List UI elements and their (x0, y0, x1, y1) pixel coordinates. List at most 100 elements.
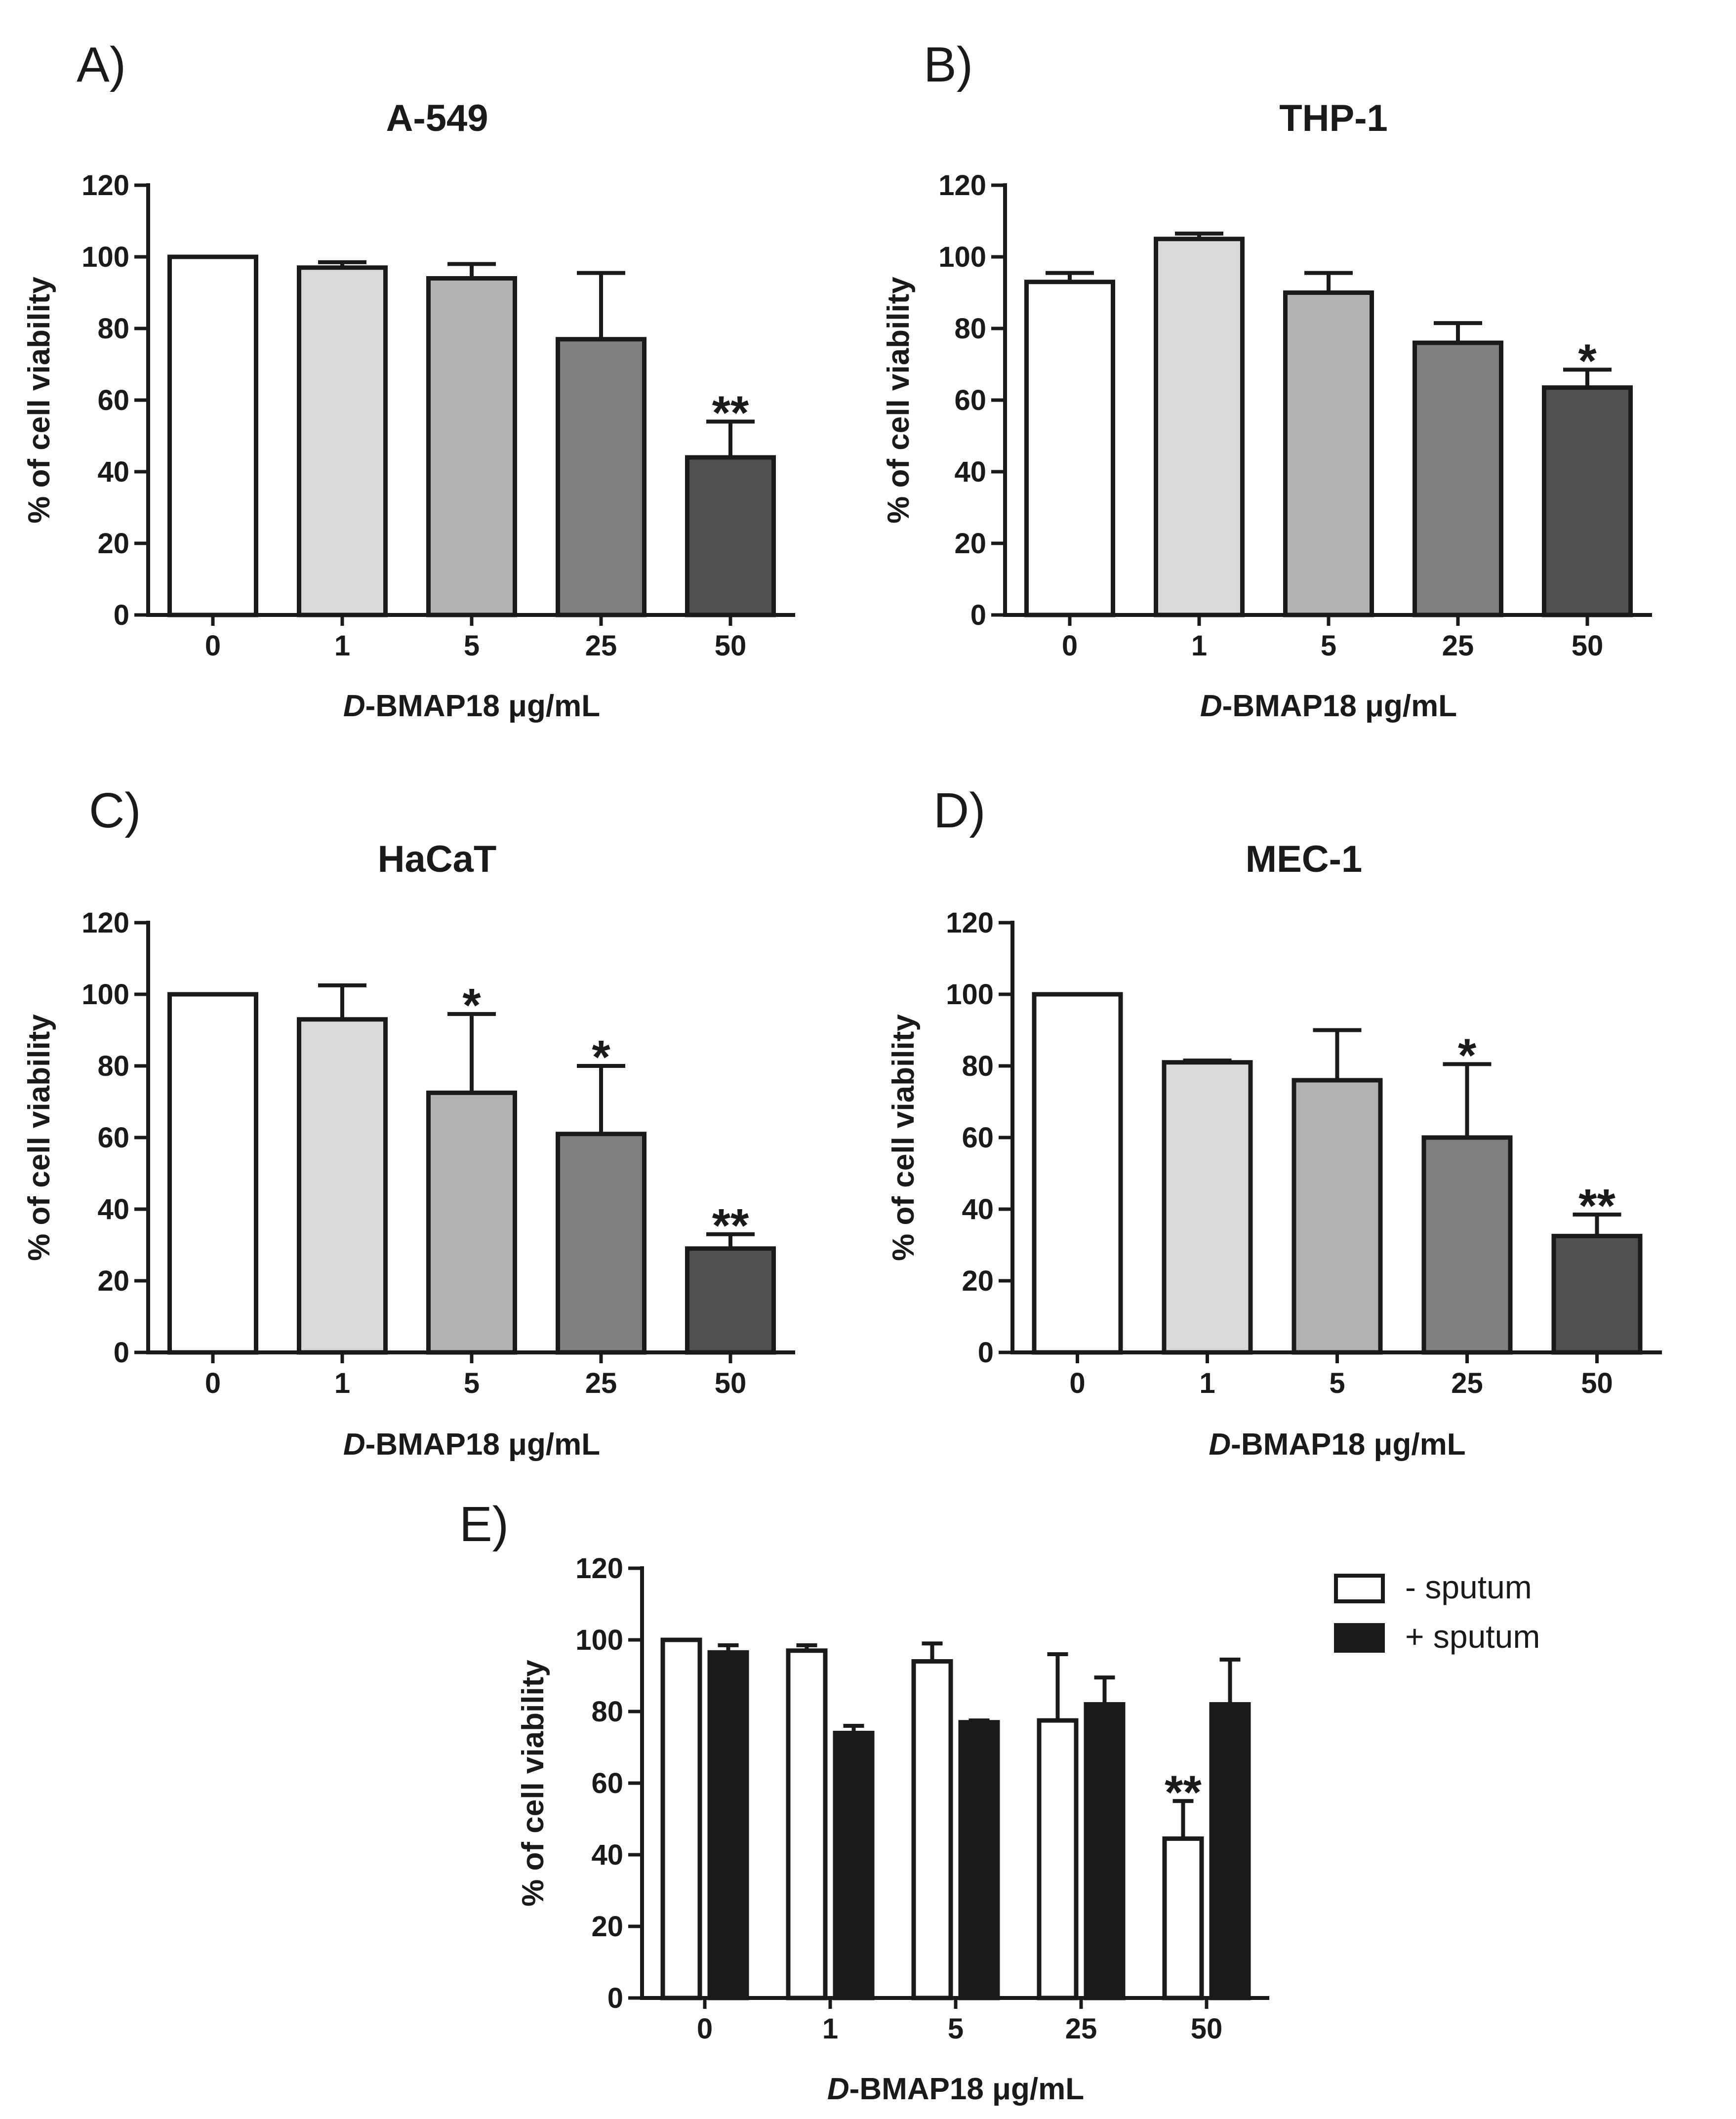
y-tick-label: 40 (97, 1193, 129, 1225)
bar-2 (426, 1090, 517, 1355)
x-tick-label: 25 (585, 630, 617, 662)
significance-marker-4: ** (712, 1199, 749, 1252)
bar-2 (426, 276, 517, 617)
y-tick-label: 20 (97, 1265, 129, 1297)
x-tick-label: 5 (948, 2013, 964, 2045)
panel-b: B) THP-1 * 0 20 40 60 80 100 120 0 1 5 25 50 % of cell … (882, 37, 1652, 723)
x-axis-label-italic: D (1200, 689, 1222, 723)
significance-marker-4: ** (712, 387, 749, 440)
significance-marker-4: ** (1578, 1180, 1615, 1232)
x-axis-label: D-BMAP18 μg/mL (827, 2072, 1084, 2106)
x-tick-label: 5 (1329, 1367, 1345, 1399)
bar-0 (167, 992, 258, 1355)
x-tick-label: 5 (1321, 630, 1336, 662)
x-axis-label-rest: -BMAP18 μg/mL (1231, 1427, 1465, 1462)
x-axis-label-italic: D (343, 689, 365, 723)
legend-entry: - sputum (1405, 1569, 1532, 1605)
x-tick-label: 0 (205, 630, 221, 662)
y-tick-label: 100 (946, 978, 994, 1011)
panel-a: A) A-549 ** 0 20 40 60 80 100 120 0 1 5 25 50 % of cell… (22, 37, 795, 723)
chart-title: MEC-1 (1246, 838, 1362, 880)
panel-label: A) (77, 37, 126, 92)
x-tick-label: 0 (1069, 1367, 1085, 1399)
y-tick-label: 20 (954, 528, 986, 560)
y-tick-label: 80 (97, 1050, 129, 1082)
bar-4 (685, 455, 776, 617)
y-axis-label: % of cell viability (22, 277, 56, 524)
y-tick-label: 0 (970, 599, 986, 631)
y-tick-label: 60 (97, 384, 129, 416)
x-tick-label: 0 (205, 1367, 221, 1399)
y-tick-label: 0 (607, 1982, 623, 2014)
x-tick-label: 50 (1572, 630, 1604, 662)
x-tick-label: 0 (697, 2013, 713, 2045)
y-tick-label: 100 (81, 978, 129, 1011)
bar-1-2 (958, 1720, 1000, 2000)
x-tick-label: 50 (715, 1367, 747, 1399)
y-tick-label: 20 (97, 528, 129, 560)
significance-marker-2: * (462, 979, 481, 1032)
x-tick-label: 50 (715, 630, 747, 662)
y-tick-label: 120 (81, 907, 129, 939)
x-tick-label: 5 (464, 1367, 480, 1399)
x-tick-label: 5 (464, 630, 480, 662)
bar-1-4 (1209, 1702, 1251, 2000)
x-axis-label-rest: -BMAP18 μg/mL (365, 1427, 600, 1462)
x-axis-label-rest: -BMAP18 μg/mL (1222, 689, 1457, 723)
bar-3 (1413, 340, 1503, 617)
x-axis-label-rest: -BMAP18 μg/mL (365, 689, 600, 723)
significance-marker-3: * (592, 1031, 610, 1084)
x-tick-label: 0 (1062, 630, 1078, 662)
x-axis-label: D-BMAP18 μg/mL (343, 689, 600, 723)
bar-1 (297, 265, 388, 617)
x-tick-label: 25 (585, 1367, 617, 1399)
x-axis-label: D-BMAP18 μg/mL (1200, 689, 1457, 723)
x-tick-label: 50 (1191, 2013, 1223, 2045)
bar-3 (556, 1132, 646, 1355)
x-tick-label: 25 (1065, 2013, 1097, 2045)
bar-3 (1421, 1135, 1513, 1355)
x-axis-label: D-BMAP18 μg/mL (343, 1427, 600, 1462)
chart-title: A-549 (386, 97, 488, 139)
legend-entry: + sputum (1405, 1618, 1540, 1655)
y-tick-label: 60 (962, 1122, 994, 1154)
bar-4 (1551, 1233, 1643, 1355)
y-axis-label: % of cell viability (887, 1014, 921, 1261)
y-tick-label: 100 (575, 1624, 623, 1656)
chart-title: THP-1 (1279, 97, 1388, 139)
x-tick-label: 50 (1581, 1367, 1613, 1399)
bar-1 (1154, 237, 1245, 617)
x-tick-label: 1 (334, 630, 350, 662)
y-tick-label: 120 (946, 907, 994, 939)
y-axis-label: % of cell viability (516, 1660, 550, 1907)
y-tick-label: 60 (954, 384, 986, 416)
bar-2 (1292, 1078, 1383, 1355)
y-axis-label: % of cell viability (882, 277, 916, 524)
y-tick-label: 20 (962, 1265, 994, 1297)
bar-0 (1024, 280, 1115, 617)
bar-4 (1542, 385, 1633, 617)
y-tick-label: 120 (575, 1552, 623, 1585)
panel-label: B) (924, 37, 973, 92)
x-tick-label: 1 (1191, 630, 1207, 662)
y-tick-label: 80 (97, 313, 129, 345)
x-tick-label: 1 (1199, 1367, 1215, 1399)
bar-0-3 (1037, 1718, 1079, 2000)
legend: - sputum + sputum (1334, 1569, 1540, 1655)
x-axis-label-rest: -BMAP18 μg/mL (849, 2072, 1084, 2106)
panel-e: E) ** 0 20 40 60 80 100 120 0 1 5 25 50 % of cell viab… (459, 1497, 1540, 2106)
bar-0 (1032, 992, 1123, 1355)
bar-1 (1162, 1060, 1253, 1355)
y-tick-label: 100 (938, 241, 986, 273)
x-tick-label: 1 (334, 1367, 350, 1399)
x-tick-label: 1 (822, 2013, 838, 2045)
bars: * (1024, 231, 1633, 617)
x-axis-label-italic: D (343, 1427, 365, 1462)
significance-marker-4: * (1578, 334, 1597, 387)
y-tick-label: 100 (81, 241, 129, 273)
x-axis-label-italic: D (827, 2072, 849, 2106)
y-tick-label: 120 (938, 169, 986, 202)
x-tick-label: 25 (1442, 630, 1474, 662)
